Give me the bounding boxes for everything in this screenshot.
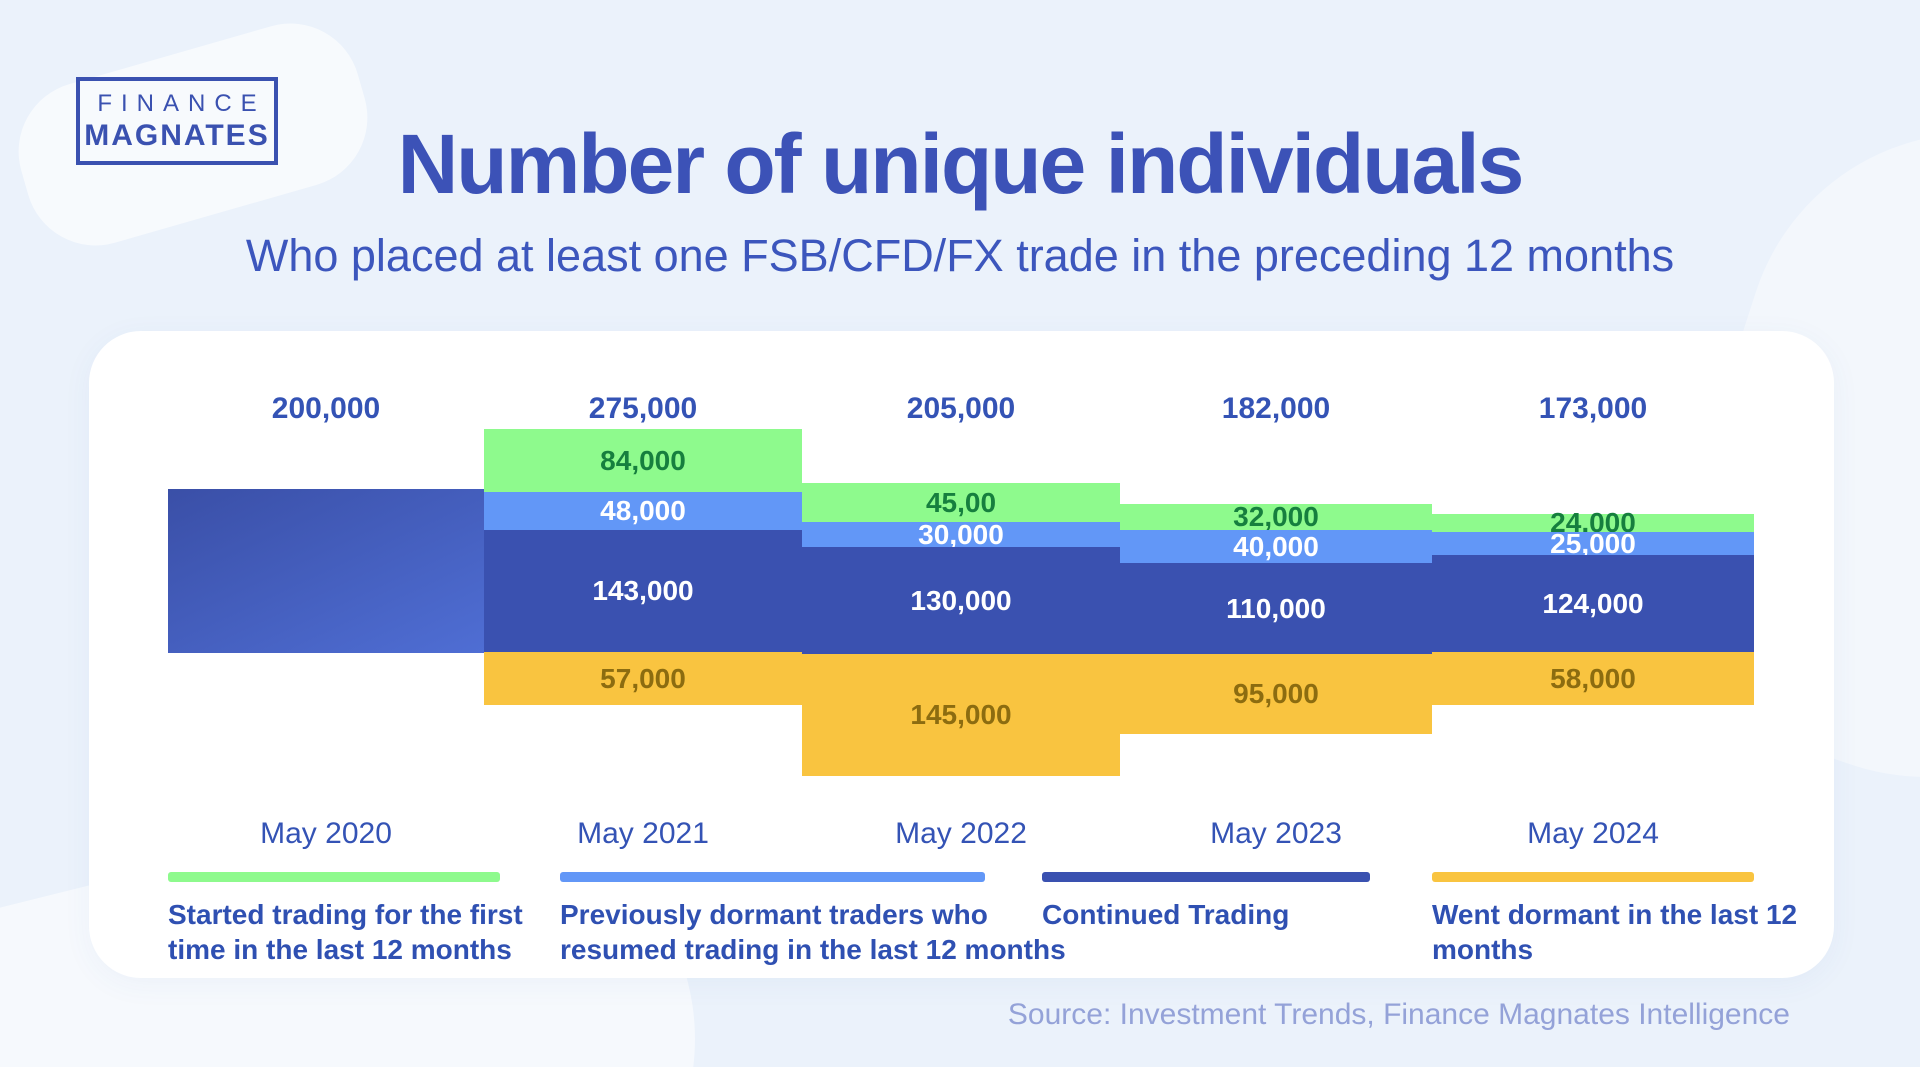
segment-value-label: 124,000 bbox=[1542, 587, 1644, 619]
axis-label-may-2024: May 2024 bbox=[1527, 817, 1659, 850]
segment-value-label: 130,000 bbox=[910, 584, 1012, 616]
segment-may-2021-continued: 143,000 bbox=[484, 530, 802, 652]
segment-may-2021-dormant: 57,000 bbox=[484, 652, 802, 705]
segment-value-label: 57,000 bbox=[600, 662, 686, 694]
segment-may-2023-continued: 110,000 bbox=[1120, 563, 1432, 654]
axis-label-may-2020: May 2020 bbox=[260, 817, 392, 850]
segment-may-2023-dormant: 95,000 bbox=[1120, 654, 1432, 734]
segment-value-label: 95,000 bbox=[1233, 678, 1319, 709]
page-subtitle: Who placed at least one FSB/CFD/FX trade… bbox=[245, 230, 1675, 281]
total-label-may-2022: 205,000 bbox=[906, 392, 1016, 425]
segment-value-label: 32,000 bbox=[1233, 501, 1319, 532]
finance-magnates-logo: FINANCE MAGNATES bbox=[76, 77, 278, 165]
legend-item-went-dormant: Went dormant in the last 12 months bbox=[1432, 872, 1842, 967]
segment-may-2023-resumed: 40,000 bbox=[1120, 530, 1432, 563]
axis-label-may-2021: May 2021 bbox=[577, 817, 709, 850]
segment-may-2022-resumed: 30,000 bbox=[802, 519, 1120, 550]
segment-value-label: 45,00 bbox=[925, 486, 997, 518]
segment-may-2023-new: 32,000 bbox=[1120, 501, 1432, 532]
segment-value-label: 58,000 bbox=[1550, 662, 1636, 694]
segment-value-label: 30,000 bbox=[918, 518, 1004, 550]
legend-swatch-blue bbox=[560, 872, 985, 882]
legend-item-new-traders: Started trading for the first time in th… bbox=[168, 872, 608, 967]
segment-may-2021-new: 84,000 bbox=[484, 429, 802, 492]
legend-label: Went dormant in the last 12 bbox=[1432, 899, 1798, 930]
total-label-may-2020: 200,000 bbox=[271, 392, 381, 425]
total-label-may-2021: 275,000 bbox=[588, 392, 698, 425]
segment-may-2024-dormant: 58,000 bbox=[1432, 652, 1754, 705]
segment-may-2024-continued: 124,000 bbox=[1432, 555, 1754, 652]
segment-value-label: 25,000 bbox=[1550, 527, 1636, 559]
segment-value-label: 84,000 bbox=[600, 444, 686, 476]
logo-magnates-text: MAGNATES bbox=[84, 118, 270, 152]
segment-value-label: 48,000 bbox=[600, 495, 686, 526]
legend-swatch-yellow bbox=[1432, 872, 1754, 882]
segment-value-label: 110,000 bbox=[1226, 592, 1326, 624]
legend-item-continued-trading: Continued Trading bbox=[1042, 872, 1382, 932]
source-attribution: Source: Investment Trends, Finance Magna… bbox=[1007, 998, 1790, 1031]
legend-label: resumed trading in the last 12 months bbox=[560, 934, 1066, 965]
segment-may-2022-new: 45,00 bbox=[802, 483, 1120, 522]
total-label-may-2024: 173,000 bbox=[1538, 392, 1648, 425]
segment-may-2022-continued: 130,000 bbox=[802, 547, 1120, 654]
axis-label-may-2023: May 2023 bbox=[1210, 817, 1342, 850]
segment-value-label: 143,000 bbox=[592, 575, 694, 606]
legend-swatch-dark-blue bbox=[1042, 872, 1370, 882]
legend-label: Previously dormant traders who bbox=[560, 899, 988, 930]
segment-may-2024-resumed: 25,000 bbox=[1432, 528, 1754, 559]
legend-item-resumed-traders: Previously dormant traders who resumed t… bbox=[560, 872, 1105, 967]
legend-label: Continued Trading bbox=[1042, 899, 1290, 930]
axis-label-may-2022: May 2022 bbox=[895, 817, 1027, 850]
total-label-may-2023: 182,000 bbox=[1221, 392, 1331, 425]
logo-finance-text: FINANCE bbox=[97, 89, 266, 117]
segment-may-2022-dormant: 145,000 bbox=[802, 654, 1120, 776]
legend-swatch-green bbox=[168, 872, 500, 882]
page-title: Number of unique individuals bbox=[397, 117, 1525, 211]
segment-value-label: 40,000 bbox=[1233, 530, 1319, 562]
legend-label: months bbox=[1432, 934, 1534, 965]
legend-label: time in the last 12 months bbox=[168, 934, 512, 965]
segment-value-label: 145,000 bbox=[910, 699, 1012, 730]
segment-may-2020-continued bbox=[168, 489, 484, 653]
legend-label: Started trading for the first bbox=[168, 899, 523, 930]
segment-may-2021-resumed: 48,000 bbox=[484, 492, 802, 530]
